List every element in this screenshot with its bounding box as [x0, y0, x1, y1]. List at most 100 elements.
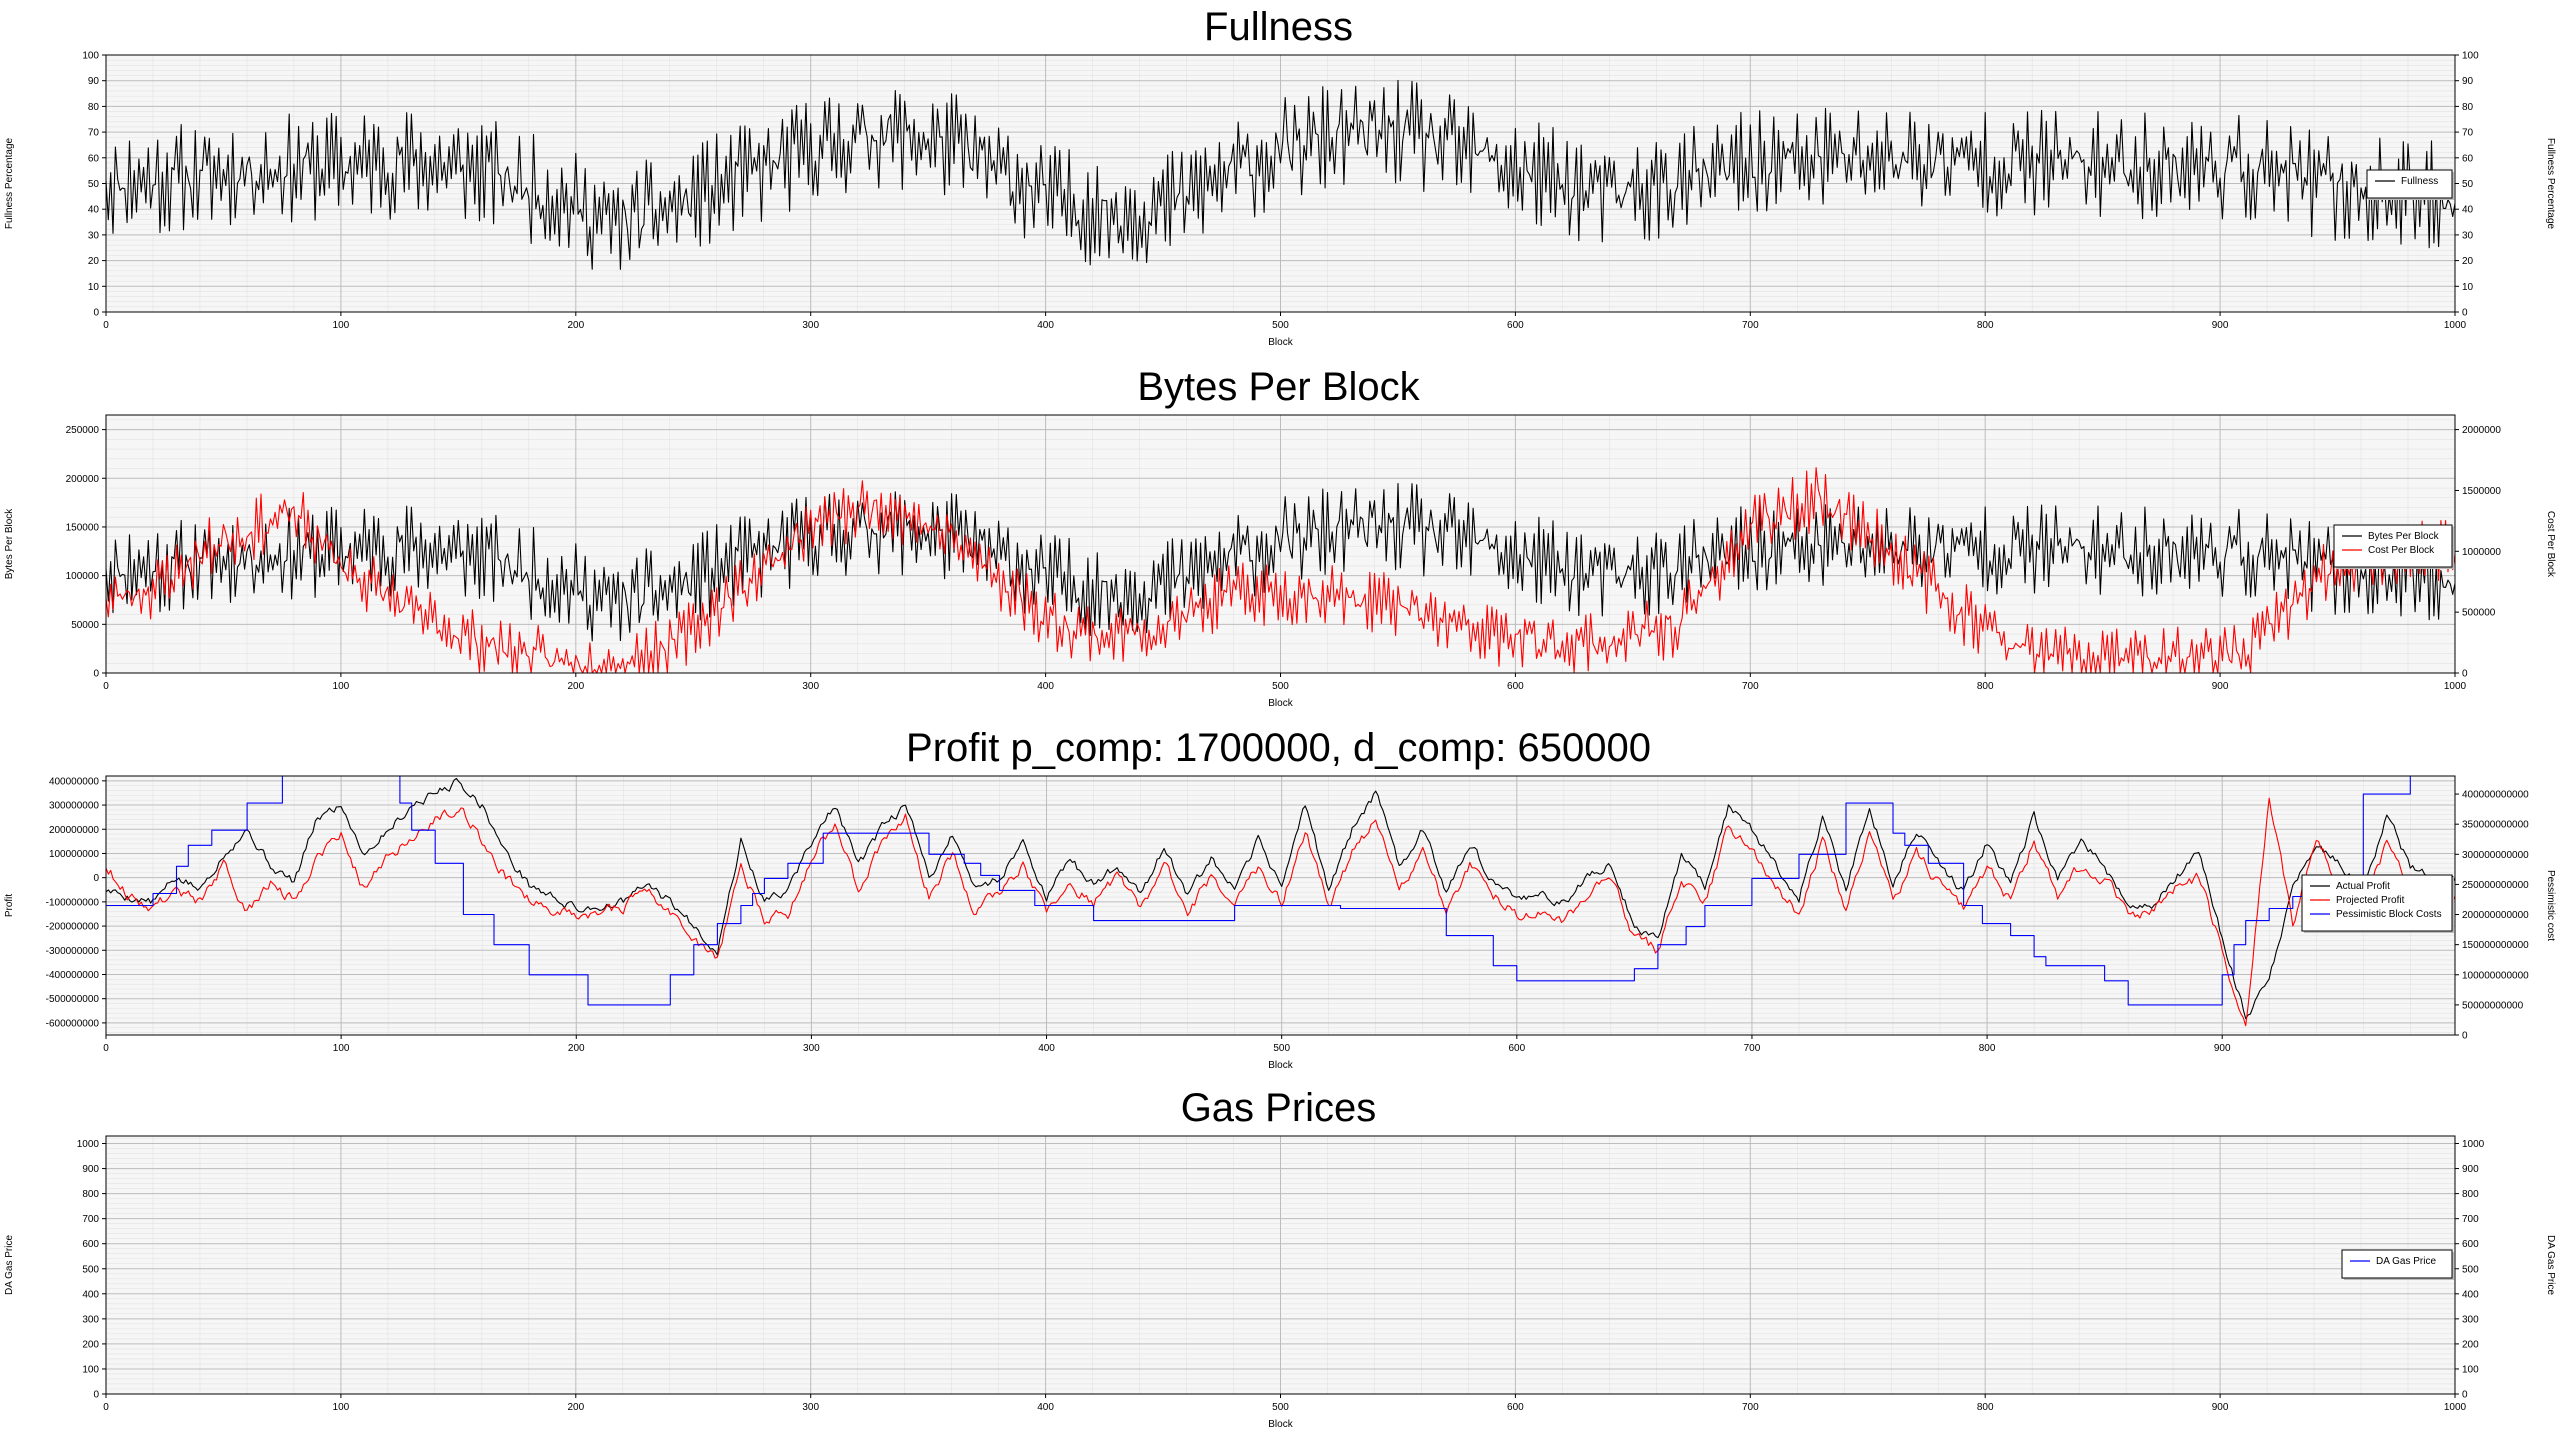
y-axis-right: 0 10 20 30 40 50 60 70 80 90 100: [2455, 51, 2479, 319]
y-tick-label: -100000000: [46, 897, 100, 908]
y2-tick-label: 60: [2462, 153, 2474, 164]
legend-label: Cost Per Block: [2368, 545, 2435, 556]
series-line-pessimistic-block-costs: [106, 775, 2455, 1006]
y2-tick-label: 0: [2462, 1031, 2468, 1042]
series-line-actual-profit: [105, 777, 2456, 1020]
y-tick-label: 0: [93, 1390, 99, 1401]
legend-label: Pessimistic Block Costs: [2336, 909, 2442, 920]
y-tick-label: 300000000: [49, 801, 99, 812]
y2-tick-label: 400000000000: [2462, 790, 2529, 801]
x-axis: 0 100 200 300 400 500 600 700 800 900 1000: [103, 312, 2467, 331]
series-line-bytes-per-block: [105, 482, 2456, 642]
x-tick-label: 300: [802, 320, 819, 331]
y-tick-label: 200: [82, 1339, 99, 1350]
chart-title: Profit p_comp: 1700000, d_comp: 650000: [906, 726, 1651, 770]
x-axis-label: Block: [1268, 698, 1293, 709]
legend-box: [2333, 524, 2453, 568]
x-tick-label: 100: [333, 681, 350, 692]
y2-tick-label: 300000000000: [2462, 850, 2529, 861]
y2-tick-label: 1000000: [2462, 547, 2501, 558]
x-axis-label: Block: [1268, 1060, 1293, 1071]
x-tick-label: 800: [1977, 1402, 1994, 1413]
x-axis: 0 100 200 300 400 500 600 700 800 900 1000: [103, 1394, 2467, 1413]
y-tick-label: 400000000: [49, 776, 99, 787]
x-tick-label: 1000: [2444, 1402, 2467, 1413]
y2-tick-label: 900: [2462, 1164, 2479, 1175]
x-tick-label: 300: [802, 681, 819, 692]
x-tick-label: 800: [1979, 1043, 1996, 1054]
y2-tick-label: 100000000000: [2462, 970, 2529, 981]
legend-label: DA Gas Price: [2376, 1256, 2436, 1267]
y2-axis-label: DA Gas Price: [2545, 1235, 2556, 1295]
y2-tick-label: 50000000000: [2462, 1000, 2524, 1011]
y2-tick-label: 10: [2462, 282, 2474, 293]
y-tick-label: 0: [93, 669, 99, 680]
x-tick-label: 1000: [2444, 681, 2467, 692]
legend: Bytes Per Block Cost Per Block: [2333, 524, 2454, 569]
x-axis: 0 100 200 300 400 500 600 700 800 900: [103, 1035, 2231, 1054]
y-tick-label: 900: [82, 1164, 99, 1175]
x-tick-label: 400: [1037, 1402, 1054, 1413]
x-tick-label: 900: [2214, 1043, 2231, 1054]
y-tick-label: 800: [82, 1189, 99, 1200]
y-tick-label: 90: [88, 76, 100, 87]
y-tick-label: 30: [88, 230, 100, 241]
x-tick-label: 700: [1742, 1402, 1759, 1413]
legend-label: Projected Profit: [2336, 895, 2405, 906]
x-tick-label: 900: [2212, 320, 2229, 331]
y-tick-label: 400: [82, 1289, 99, 1300]
x-tick-label: 100: [333, 320, 350, 331]
y-tick-label: 100: [82, 51, 99, 62]
y-tick-label: 100000: [66, 571, 100, 582]
y2-tick-label: 40: [2462, 205, 2474, 216]
y2-tick-label: 700: [2462, 1214, 2479, 1225]
legend-label: Actual Profit: [2336, 881, 2390, 892]
y2-tick-label: 300: [2462, 1314, 2479, 1325]
grid: [105, 1136, 2456, 1395]
chart-panel-4: 0 100 200 300 400 500 600 700 800 900 1000Block010…: [4, 1086, 2556, 1430]
chart-panel-2: 0 100 200 300 400 500 600 700 800 900 1000 Block 0 50…: [4, 365, 2556, 709]
y-tick-label: 0: [93, 308, 99, 319]
series-line-projected-profit: [105, 797, 2456, 1027]
x-tick-label: 0: [103, 1402, 109, 1413]
x-tick-label: 200: [567, 1402, 584, 1413]
y2-tick-label: 800: [2462, 1189, 2479, 1200]
legend: DA Gas Price: [2341, 1249, 2454, 1280]
y2-axis-label: Pessimistic cost: [2545, 870, 2556, 941]
y-tick-label: 60: [88, 153, 100, 164]
y-tick-label: 70: [88, 128, 100, 139]
y2-tick-label: 350000000000: [2462, 820, 2529, 831]
y-tick-label: 10: [88, 282, 100, 293]
chart-panel-1: 0 100 200 300 400 500 600 700 800 900 1000Block010…: [4, 5, 2556, 348]
x-tick-label: 300: [803, 1043, 820, 1054]
x-tick-label: 500: [1272, 681, 1289, 692]
y-tick-label: 40: [88, 205, 100, 216]
chart-title: Bytes Per Block: [1137, 365, 1420, 409]
chart-title: Gas Prices: [1181, 1086, 1377, 1130]
y2-tick-label: 100: [2462, 51, 2479, 62]
legend-box: [2301, 874, 2453, 932]
series-line-cost-per-block: [105, 467, 2456, 674]
x-tick-label: 600: [1508, 1043, 1525, 1054]
y2-tick-label: 70: [2462, 128, 2474, 139]
x-tick-label: 500: [1272, 320, 1289, 331]
y2-tick-label: 500: [2462, 1264, 2479, 1275]
y-tick-label: 1000: [77, 1139, 100, 1150]
y-tick-label: 0: [93, 873, 99, 884]
y2-axis-label: Fullness Percentage: [2545, 138, 2556, 230]
y-tick-label: 100000000: [49, 849, 99, 860]
legend: Fullness: [2366, 169, 2454, 200]
y-tick-label: -600000000: [46, 1018, 100, 1029]
x-tick-label: 400: [1038, 1043, 1055, 1054]
y2-tick-label: 2000000: [2462, 425, 2501, 436]
x-tick-label: 800: [1977, 320, 1994, 331]
y-axis-label: Fullness Percentage: [4, 137, 15, 229]
y2-tick-label: 500000: [2462, 608, 2496, 619]
y-tick-label: -200000000: [46, 922, 100, 933]
legend-box: [2341, 1249, 2453, 1279]
y-axis-label: DA Gas Price: [4, 1235, 15, 1295]
x-tick-label: 700: [1742, 681, 1759, 692]
x-axis-label: Block: [1268, 1419, 1293, 1430]
y2-tick-label: 1000: [2462, 1139, 2485, 1150]
